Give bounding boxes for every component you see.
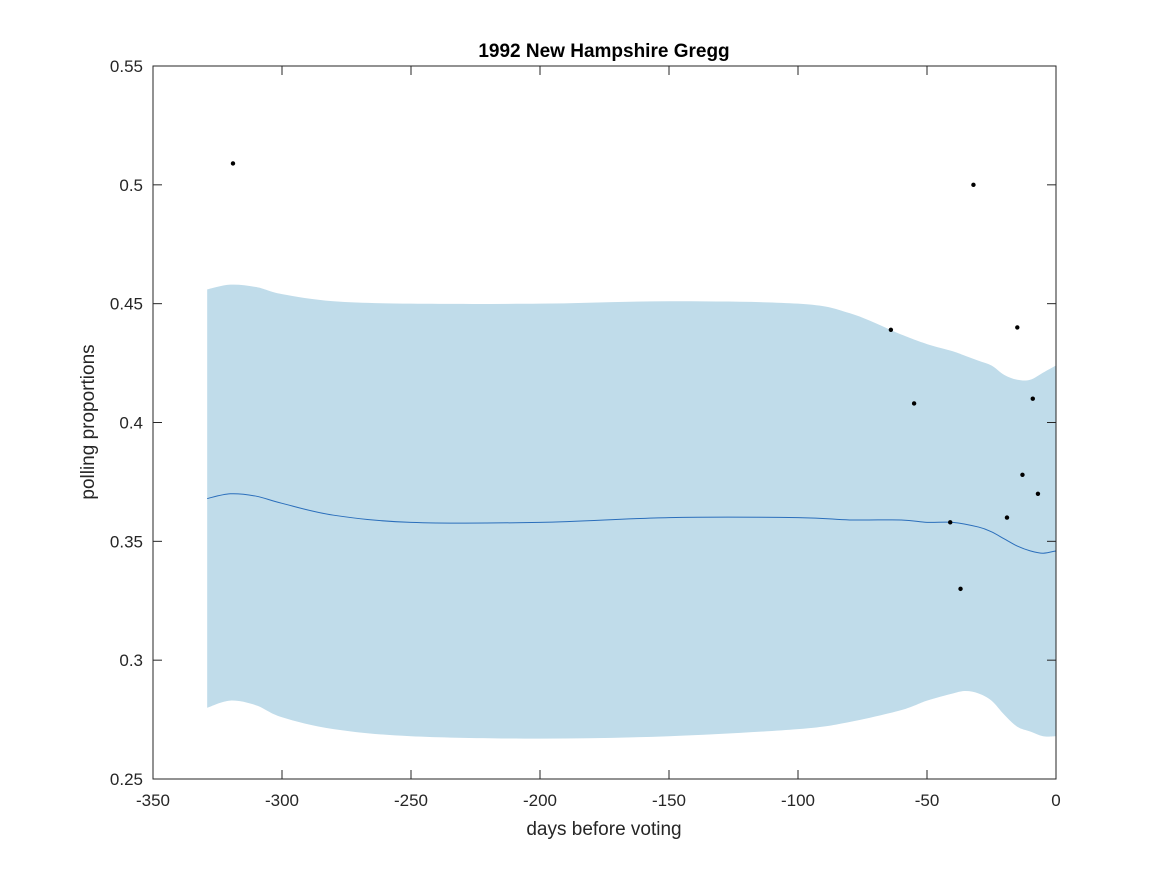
poll-point bbox=[888, 327, 894, 333]
y-tick-label: 0.45 bbox=[110, 295, 143, 314]
poll-point bbox=[911, 401, 917, 406]
x-tick-label: -100 bbox=[781, 791, 815, 810]
x-axis-label: days before voting bbox=[526, 819, 681, 840]
x-tick-label: -150 bbox=[652, 791, 686, 810]
x-tick-label: -250 bbox=[394, 791, 428, 810]
poll-point bbox=[1020, 472, 1025, 477]
y-axis-label: polling proportions bbox=[78, 344, 99, 499]
y-tick-label: 0.5 bbox=[119, 176, 143, 195]
axis-ticks: -350 -300 -250 -200 -150 -100 -50 0 0.25 0.3 0.35 0… bbox=[110, 57, 1061, 810]
chart-title: 1992 New Hampshire Gregg bbox=[478, 41, 729, 62]
poll-point bbox=[971, 182, 976, 188]
poll-point bbox=[230, 161, 236, 166]
poll-point bbox=[1035, 491, 1041, 496]
poll-point bbox=[1030, 396, 1035, 401]
y-tick-label: 0.25 bbox=[110, 770, 143, 789]
x-tick-label: -300 bbox=[265, 791, 299, 810]
x-tick-label: -350 bbox=[136, 791, 170, 810]
y-tick-label: 0.3 bbox=[119, 651, 143, 670]
poll-point bbox=[958, 586, 963, 592]
x-tick-label: 0 bbox=[1051, 791, 1060, 810]
trend-line bbox=[207, 493, 1057, 554]
poll-point bbox=[1004, 515, 1010, 520]
poll-point bbox=[1015, 325, 1020, 330]
y-tick-label: 0.4 bbox=[119, 414, 143, 433]
y-tick-label: 0.55 bbox=[110, 57, 143, 76]
plot-area bbox=[207, 161, 1057, 739]
confidence-band bbox=[207, 284, 1056, 739]
poll-point bbox=[948, 520, 953, 525]
y-tick-label: 0.35 bbox=[110, 532, 143, 551]
x-tick-label: -200 bbox=[523, 791, 557, 810]
x-tick-label: -50 bbox=[915, 791, 940, 810]
